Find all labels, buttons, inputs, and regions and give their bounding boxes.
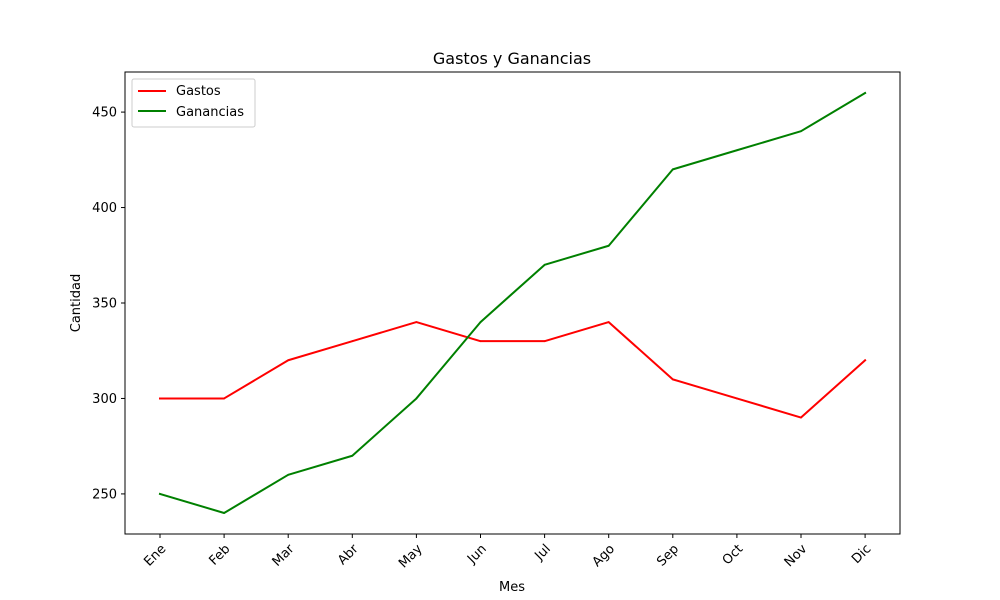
data-point-gastos-dic (864, 359, 866, 362)
x-tick-label: Feb (207, 542, 234, 569)
x-tick-label: Ago (590, 542, 618, 570)
y-axis-label: Cantidad (69, 274, 84, 332)
data-point-ganancias-nov (800, 130, 802, 133)
data-point-gastos-ago (607, 321, 610, 323)
chart-title: Gastos y Ganancias (433, 49, 591, 68)
data-point-gastos-feb (223, 397, 226, 400)
x-tick-label: Oct (720, 542, 747, 569)
data-point-gastos-oct (736, 397, 738, 400)
data-point-gastos-jun (479, 340, 482, 343)
data-point-gastos-nov (800, 416, 802, 419)
y-tick-label: 400 (92, 201, 117, 216)
y-tick-label: 250 (92, 487, 117, 502)
x-tick-label: Jun (464, 542, 490, 568)
data-point-gastos-ene (159, 397, 161, 400)
series-layer (158, 91, 867, 514)
x-tick-label: Ene (141, 542, 169, 570)
x-tick-label: Nov (782, 541, 811, 570)
legend-label-ganancias: Ganancias (176, 105, 244, 120)
data-point-ganancias-ene (159, 493, 161, 495)
y-tick-label: 350 (92, 297, 117, 312)
x-tick-label: Abr (335, 541, 362, 568)
x-ticks: Ene Feb Mar Abr May Jun Jul Ago Sep Oct Nov Dic (141, 534, 874, 571)
x-axis-label: Mes (499, 580, 525, 595)
y-tick-label: 300 (92, 392, 117, 407)
series-line-ganancias (158, 91, 867, 514)
data-point-ganancias-abr (351, 454, 354, 457)
data-point-ganancias-jun (479, 321, 482, 323)
data-point-ganancias-dic (864, 92, 866, 94)
data-point-ganancias-mar (287, 473, 290, 476)
x-tick-label: Mar (270, 541, 298, 569)
legend: Gastos Ganancias (131, 78, 256, 128)
data-point-ganancias-oct (736, 149, 738, 152)
data-point-gastos-abr (351, 340, 354, 343)
y-ticks: 250 300 350 400 450 (92, 106, 125, 502)
data-point-ganancias-jul (543, 263, 546, 266)
x-tick-label: May (396, 541, 426, 571)
data-point-ganancias-feb (223, 512, 226, 514)
legend-label-gastos: Gastos (176, 84, 221, 99)
data-point-ganancias-may (415, 397, 418, 400)
x-tick-label: Dic (849, 542, 874, 567)
x-tick-label: Jul (531, 542, 553, 564)
series-line-gastos (159, 321, 867, 419)
data-point-gastos-jul (543, 340, 546, 343)
data-point-ganancias-ago (607, 244, 610, 247)
data-point-gastos-mar (287, 359, 290, 362)
data-point-ganancias-sep (671, 168, 674, 171)
plot-frame (124, 71, 901, 535)
y-tick-label: 450 (92, 106, 117, 121)
data-point-gastos-may (415, 321, 418, 323)
plot-area (125, 72, 900, 534)
data-point-gastos-sep (671, 378, 674, 381)
x-tick-label: Sep (654, 542, 682, 570)
